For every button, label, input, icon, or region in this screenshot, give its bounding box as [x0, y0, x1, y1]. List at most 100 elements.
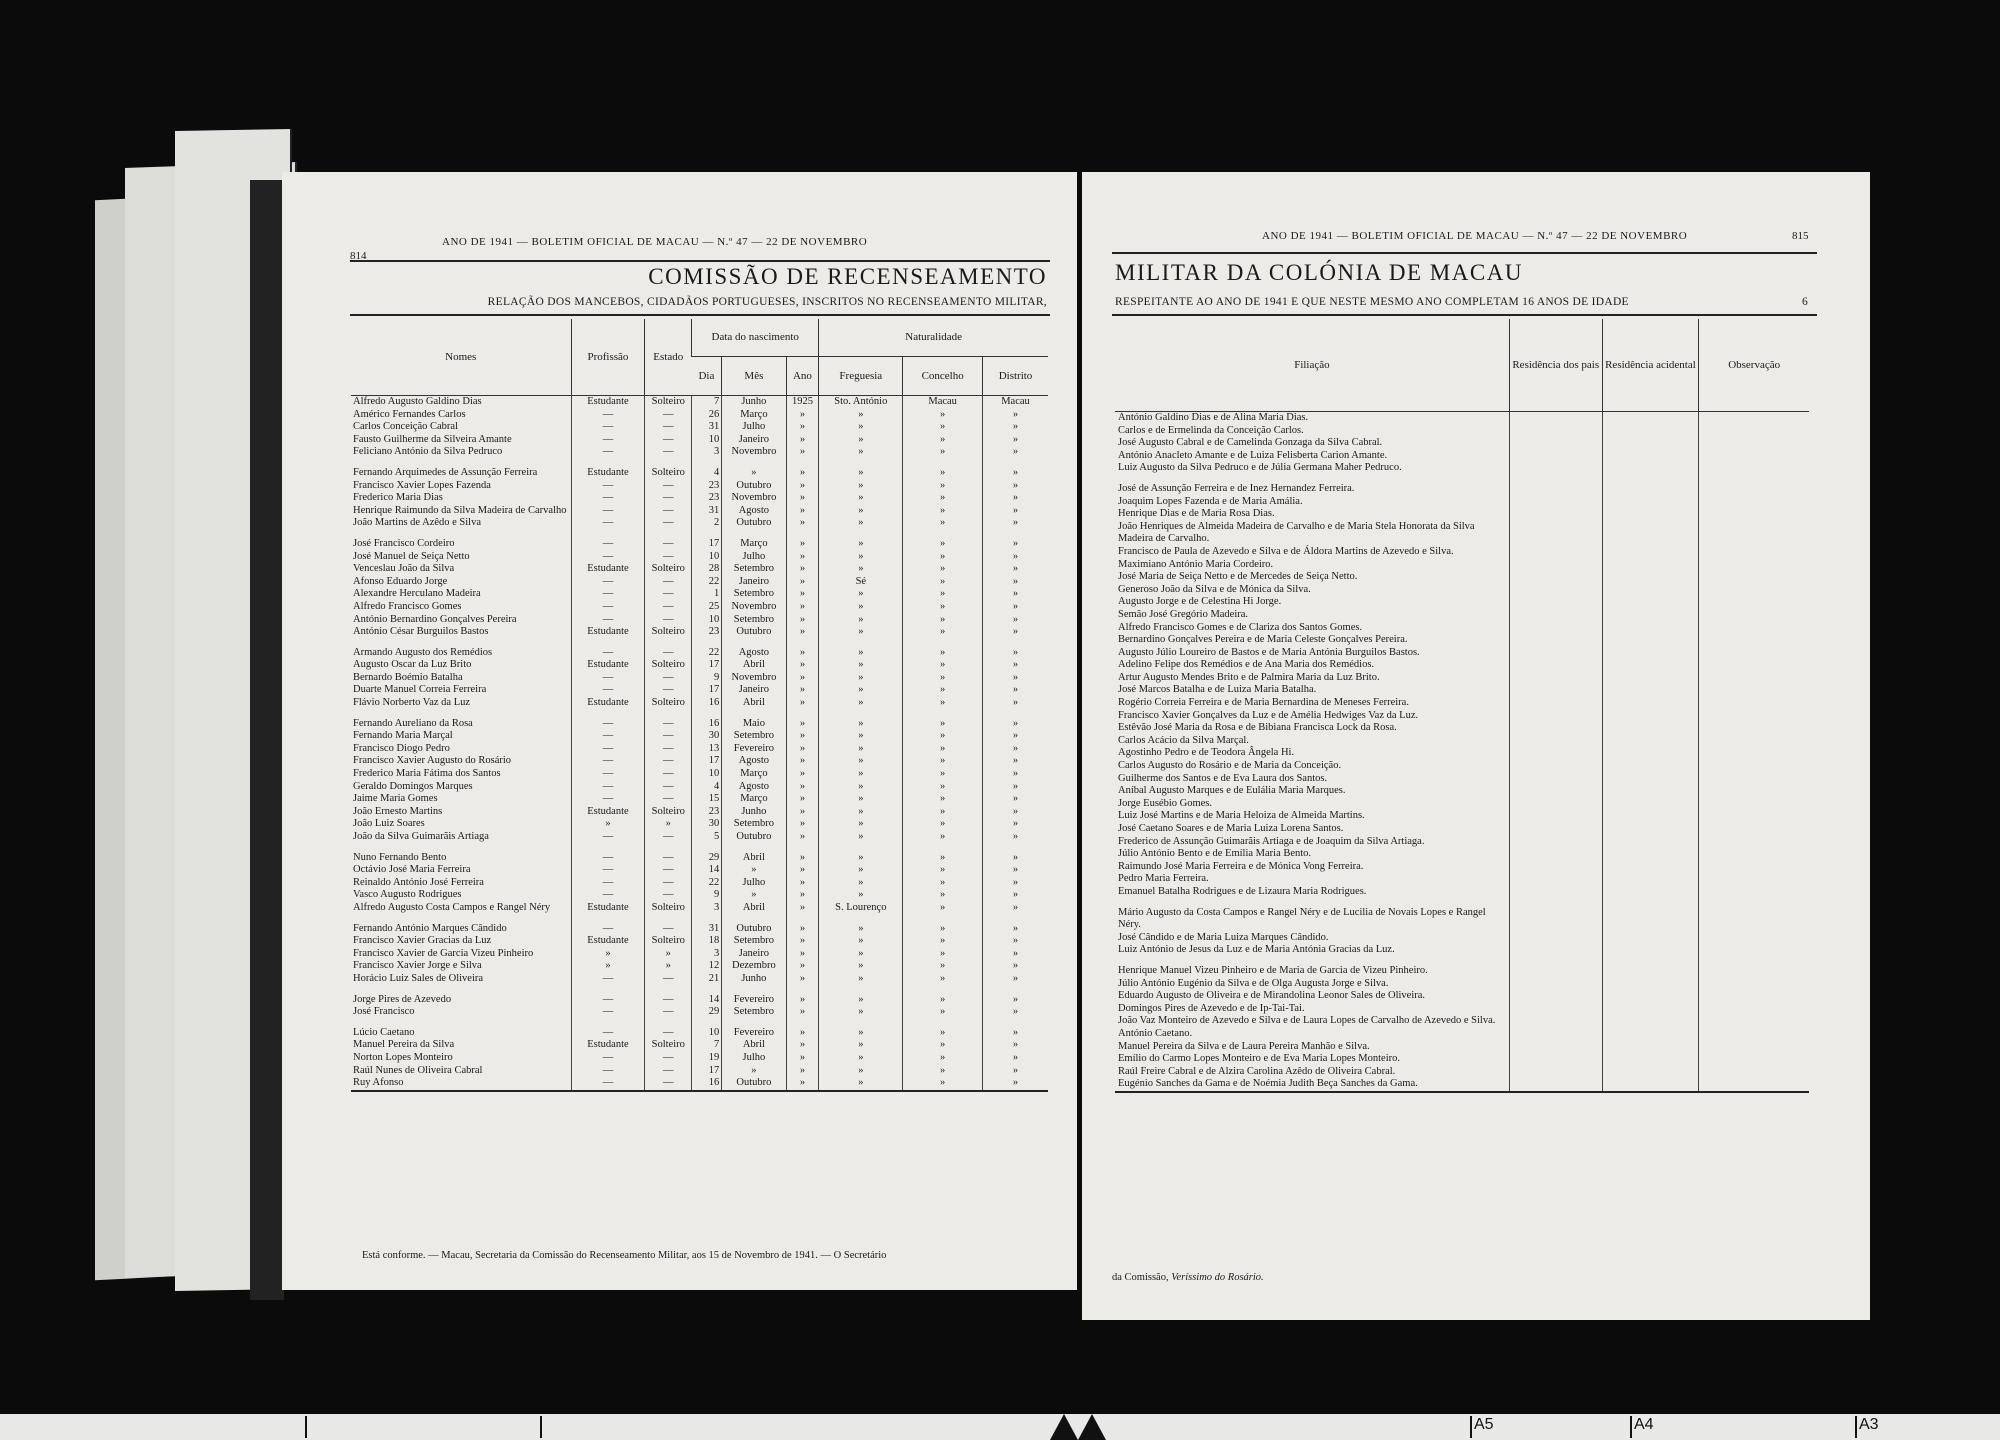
cell-observacao [1698, 1040, 1809, 1054]
cell-mes: Novembro [721, 492, 787, 505]
table-row: João Henriques de Almeida Madeira de Car… [1115, 520, 1809, 546]
cell-estado: — [644, 793, 692, 806]
cell-distrito: » [982, 671, 1048, 685]
spacer-cell [721, 529, 787, 538]
table-row: Raimundo José Maria Ferreira e de Mónica… [1115, 860, 1809, 874]
table-row: Alfredo Francisco Gomes e de Clariza dos… [1115, 621, 1809, 635]
cell-distrito: » [982, 1039, 1048, 1052]
spacer-cell [982, 1018, 1048, 1027]
cell-estado: — [644, 600, 692, 614]
spacer-cell [1508, 474, 1603, 483]
cell-observacao [1698, 944, 1809, 957]
group-spacer [351, 985, 1048, 994]
census-table-left: Nomes Profissão Estado Data do nasciment… [351, 319, 1048, 1092]
cell-profissao: — [570, 479, 645, 493]
cell-dia: 29 [691, 851, 722, 865]
cell-freguesia: Sé [818, 575, 903, 589]
cell-residencia-pais [1508, 482, 1603, 496]
cell-profissao: Estudante [570, 466, 645, 480]
cell-freguesia: » [818, 421, 903, 434]
spacer-cell [818, 985, 903, 994]
cell-observacao [1698, 462, 1809, 475]
spacer-cell [351, 530, 571, 538]
table-row: Alexandre Herculano Madeira — —1 Setembro»»… [351, 588, 1048, 601]
table-row: António Galdino Dias e de Alina Maria Di… [1115, 411, 1809, 425]
cell-mes: Novembro [721, 600, 787, 614]
cell-nome: Feliciano António da Silva Pedruco [353, 446, 503, 458]
cell-profissao: — [570, 793, 645, 806]
cell-residencia-pais [1508, 785, 1603, 798]
table-row: José Caetano Soares e de Maria Luiza Lor… [1115, 823, 1809, 836]
cell-profissao: Estudante [570, 395, 645, 409]
cell-filiacao: José Marcos Batalha e de Luiza Maria Bat… [1118, 684, 1317, 696]
spacer-cell [818, 843, 903, 852]
cell-filiacao: José de Assunção Ferreira e de Inez Hern… [1118, 482, 1355, 494]
cell-residencia-acidental [1601, 449, 1699, 463]
cell-residencia-acidental [1601, 747, 1699, 761]
cell-distrito: » [982, 684, 1048, 698]
cell-ano: » [785, 697, 819, 710]
cell-estado: — [644, 613, 692, 627]
col-header-residencia-acidental: Residência acidental [1601, 319, 1699, 412]
cell-nome: Fernando Maria Marçal [353, 730, 453, 742]
cell-dia: 16 [691, 697, 722, 710]
cell-profissao: Estudante [570, 697, 645, 710]
cell-profissao: — [570, 876, 645, 890]
table-row: João Ernesto Martins Estudante Solteiro 23 J… [351, 805, 1048, 819]
cell-nome: João Luiz Soares [353, 818, 425, 830]
cell-nome: Américo Fernandes Carlos [353, 408, 466, 420]
cell-profissao: Estudante [570, 626, 645, 639]
cell-residencia-acidental [1601, 709, 1699, 723]
cell-mes: Março [721, 537, 787, 551]
cell-profissao: — [570, 889, 645, 902]
cell-profissao: — [570, 671, 645, 685]
cell-distrito: » [982, 742, 1048, 756]
cell-ano: » [785, 1051, 819, 1065]
cell-residencia-acidental [1601, 1027, 1699, 1041]
table-row: Lúcio Caetano — —10 Fevereiro»»»» [351, 1026, 1048, 1040]
table-row: Francisco Xavier Gonçalves da Luz e de A… [1115, 709, 1809, 723]
spacer-cell [570, 843, 645, 852]
cell-nome: Venceslau João da Silva [353, 563, 455, 575]
cell-observacao [1698, 1065, 1809, 1079]
cell-observacao [1698, 797, 1809, 811]
cell-nome: Jaime Maria Gomes [353, 793, 438, 805]
cell-distrito: » [982, 517, 1048, 530]
table-row: João Vaz Monteiro de Azevedo e Silva e d… [1115, 1015, 1809, 1028]
cell-dia: 9 [691, 889, 722, 902]
table-row: Frederico Maria Dias — —23 Novembro»»»» [351, 492, 1048, 505]
census-table-right: Filiação Residência dos pais Residência … [1115, 319, 1809, 1093]
cell-nome: Lúcio Caetano [353, 1026, 415, 1038]
spacer-cell [785, 1018, 819, 1027]
cell-distrito: » [982, 504, 1048, 518]
cell-nome: Norton Lopes Monteiro [353, 1051, 453, 1063]
table-row: Henrique Dias e de Maria Rosa Dias. [1115, 508, 1809, 521]
divider [1112, 252, 1817, 254]
cell-observacao [1698, 659, 1809, 672]
cell-residencia-acidental [1601, 722, 1699, 735]
table-row: Raúl Nunes de Oliveira Cabral — —17»»»»» [351, 1064, 1048, 1078]
cell-filiacao: Luiz António de Jesus da Luz e de Maria … [1118, 944, 1395, 956]
cell-concelho: » [902, 755, 983, 769]
spacer-cell [351, 1019, 571, 1027]
table-row: Carlos Augusto do Rosário e de Maria da … [1115, 760, 1809, 773]
cell-profissao: — [570, 588, 645, 601]
spacer-cell [785, 985, 819, 994]
cell-filiacao: Eugénio Sanches da Gama e de Noémia Judi… [1115, 1078, 1510, 1093]
divider [1112, 314, 1817, 316]
cell-ano: » [785, 684, 819, 698]
cell-distrito: » [982, 730, 1048, 743]
cell-dia: 31 [691, 922, 722, 936]
cell-mes: Fevereiro [721, 742, 787, 756]
table-row: Jorge Pires de Azevedo — —14 Fevereiro»»»» [351, 993, 1048, 1007]
cell-estado: — [644, 504, 692, 518]
cell-nome: João da Silva Guimarãis Artiaga [353, 831, 489, 842]
cell-estado: — [644, 922, 692, 936]
cell-concelho: » [902, 831, 983, 844]
cell-mes: Março [721, 793, 787, 806]
cell-observacao [1698, 747, 1809, 761]
cell-nome: Horácio Luiz Sales de Oliveira [353, 972, 484, 984]
cell-residencia-pais [1508, 1002, 1603, 1016]
cell-concelho: » [902, 993, 983, 1007]
cell-concelho: » [902, 626, 983, 639]
